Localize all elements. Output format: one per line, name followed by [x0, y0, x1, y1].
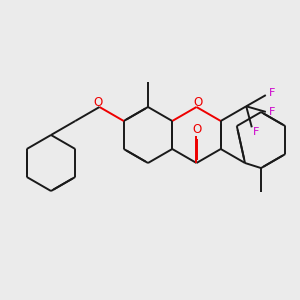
- Text: O: O: [194, 95, 203, 109]
- Text: F: F: [253, 127, 259, 137]
- Text: F: F: [269, 88, 275, 98]
- Text: O: O: [193, 123, 202, 136]
- Text: O: O: [93, 95, 102, 109]
- Text: F: F: [269, 107, 275, 117]
